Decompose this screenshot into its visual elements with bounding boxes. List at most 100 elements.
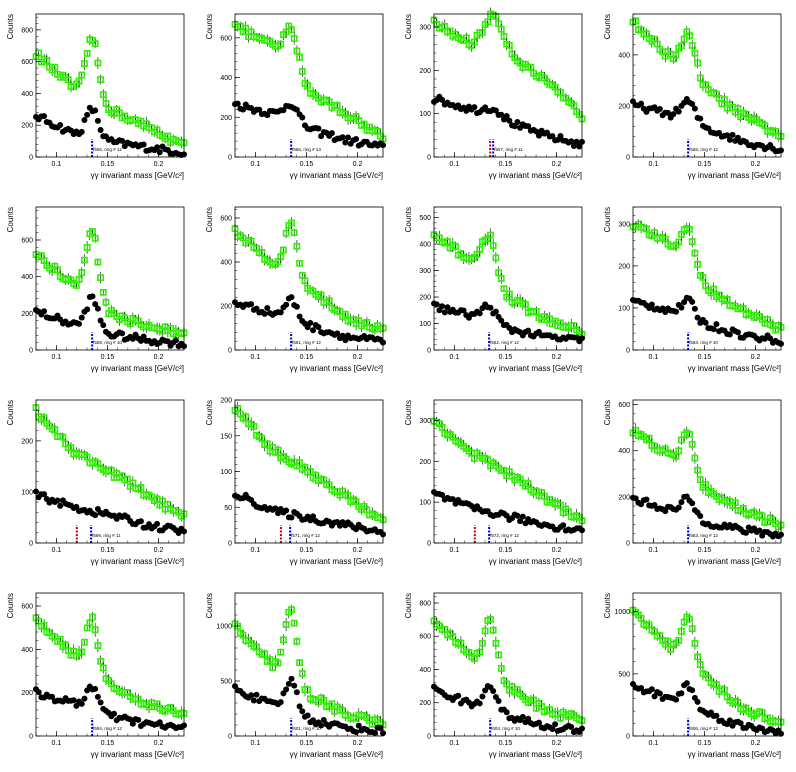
data-point [78, 128, 85, 135]
data-point [490, 688, 497, 695]
y-tick-label: 400 [21, 91, 33, 98]
data-point [100, 322, 107, 329]
data-point [734, 329, 741, 336]
data-point [476, 246, 484, 253]
data-point [495, 651, 502, 659]
data-point [497, 25, 505, 33]
data-point [457, 639, 465, 647]
data-point [301, 277, 309, 285]
background-series [431, 93, 585, 150]
data-point [306, 468, 314, 475]
histogram-panel: f571, ring # 12 0 50 100 150 200 0.1 0.15 0.2 γγ … [199, 386, 398, 579]
data-point [503, 512, 510, 519]
data-point [694, 698, 701, 705]
data-point [353, 729, 360, 736]
background-series [630, 493, 784, 540]
data-point [274, 446, 282, 454]
plot-frame [632, 399, 782, 544]
data-point [339, 332, 346, 339]
data-point [41, 491, 48, 498]
signal-series [629, 17, 785, 144]
data-point [78, 71, 86, 79]
y-tick-label: 800 [419, 600, 431, 607]
data-point [743, 529, 750, 536]
x-tick-label: 0.2 [154, 547, 164, 554]
y-tick-label: 0 [427, 734, 431, 741]
data-point [99, 288, 107, 296]
data-point [476, 310, 483, 317]
data-point [568, 724, 575, 731]
data-point [318, 722, 325, 729]
x-tick-label: 0.15 [698, 740, 712, 747]
x-tick-label: 0.15 [300, 354, 314, 361]
y-tick-label: 500 [220, 679, 232, 686]
data-point [576, 143, 583, 150]
y-tick-label: 100 [21, 489, 33, 496]
x-tick-label: 0.2 [552, 354, 562, 361]
data-point [54, 497, 61, 504]
data-point [341, 310, 349, 318]
y-axis-title: Counts [603, 14, 612, 39]
data-point [479, 639, 486, 647]
data-point [675, 238, 683, 246]
plot-frame [35, 13, 185, 158]
data-point [124, 475, 131, 483]
data-point [92, 512, 99, 519]
data-point [240, 106, 247, 113]
data-point [514, 512, 521, 519]
data-point [462, 34, 470, 42]
data-point [154, 520, 161, 527]
data-point [146, 521, 153, 528]
y-tick-label: 0 [427, 348, 431, 355]
data-point [72, 282, 80, 289]
data-point [164, 338, 171, 345]
background-series [431, 682, 585, 736]
data-point [283, 301, 290, 308]
data-point [498, 111, 505, 118]
y-tick-label: 200 [419, 68, 431, 75]
data-point [102, 100, 110, 107]
plot-frame [433, 206, 583, 351]
data-point [568, 138, 575, 145]
data-point [264, 112, 271, 119]
data-point [280, 107, 287, 114]
data-point [272, 505, 279, 512]
x-tick-label: 0.15 [300, 161, 314, 168]
x-axis-title: γγ invariant mass [GeV/c²] [489, 364, 582, 373]
x-tick-label: 0.15 [499, 740, 513, 747]
data-point [137, 337, 144, 344]
data-point [299, 114, 306, 121]
data-point [310, 327, 317, 334]
histogram-panel: f601, ring # 10 0 500 1000 0.1 0.15 0.2 γγ inva… [199, 579, 398, 772]
y-tick-label: 600 [21, 59, 33, 66]
data-point [656, 105, 663, 112]
data-point [81, 117, 88, 124]
data-point [97, 699, 104, 706]
data-point [721, 686, 728, 694]
data-point [320, 717, 327, 724]
data-point [675, 504, 682, 511]
histogram-panel: f562, ring # 12 0 100 200 300 400 500 0.1 0.15 0.… [398, 193, 597, 386]
data-point [288, 514, 295, 521]
data-point [686, 225, 693, 233]
data-point [293, 47, 301, 55]
background-series [232, 675, 386, 737]
data-point [83, 244, 91, 251]
data-point [78, 314, 85, 321]
background-series [33, 293, 187, 350]
data-point [731, 499, 739, 507]
y-axis-title: Counts [205, 593, 214, 618]
data-point [57, 502, 64, 509]
x-tick-label: 0.15 [698, 354, 712, 361]
data-point [673, 308, 680, 315]
x-axis-title: γγ invariant mass [GeV/c²] [91, 171, 184, 180]
histogram-panel: f604, ring # 10 0 200 400 600 800 0.1 0.15 0.2 γγ… [398, 579, 597, 772]
data-point [290, 35, 298, 42]
y-tick-label: 400 [618, 448, 630, 455]
histogram-plot: f562, ring # 12 0 100 200 300 400 500 0.1 0.15 0.… [404, 206, 586, 373]
data-point [498, 317, 505, 324]
y-tick-label: 100 [419, 111, 431, 118]
y-axis-title: Counts [205, 207, 214, 232]
run-annotation: f556, ring # 13 [292, 147, 321, 152]
data-point [506, 117, 513, 124]
